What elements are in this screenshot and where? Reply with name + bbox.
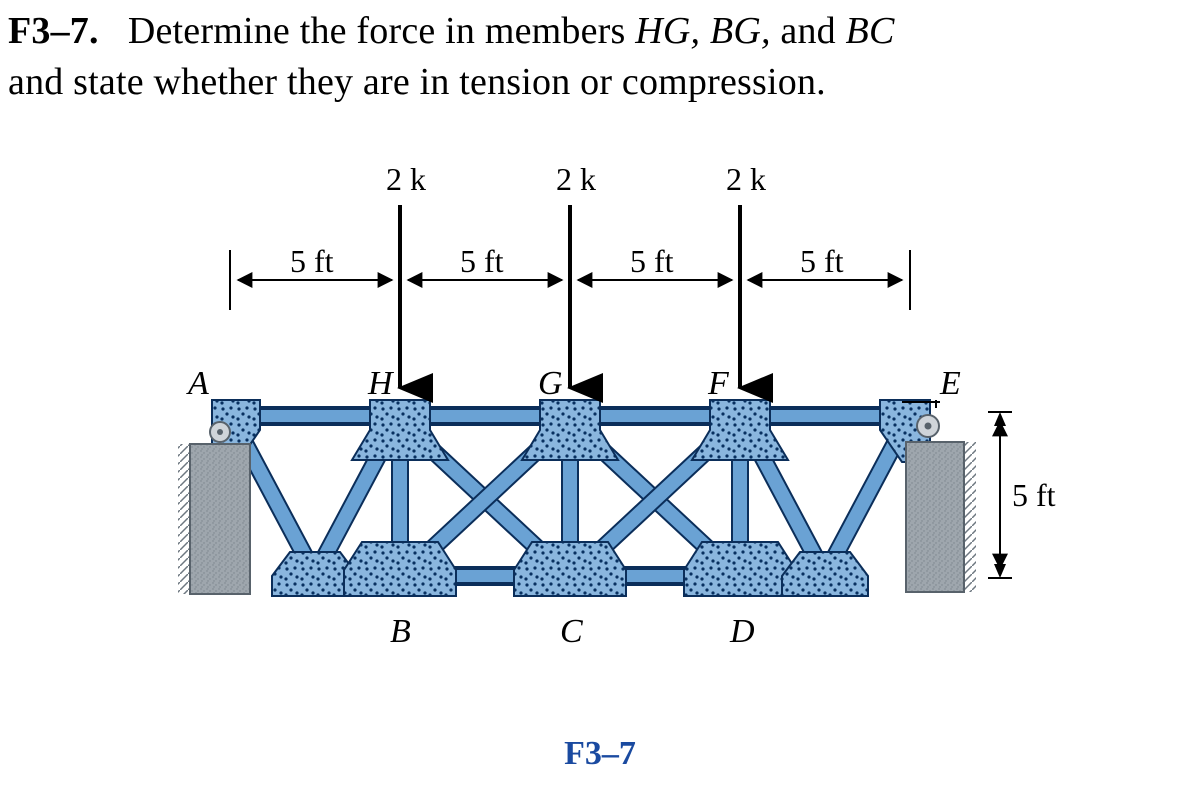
problem-line1-head: Determine the force in members xyxy=(128,10,635,52)
node-label-G: G xyxy=(538,365,563,402)
height-label: 5 ft xyxy=(1012,477,1056,513)
node-label-B: B xyxy=(390,613,411,650)
support-left-pin xyxy=(178,422,250,594)
node-label-A: A xyxy=(186,365,209,402)
node-label-H: H xyxy=(367,365,395,402)
load-label-1: 2 k xyxy=(386,161,426,197)
figure-caption: F3–7 xyxy=(140,735,1060,773)
height-dim xyxy=(988,412,1012,578)
problem-members1: HG, BG, xyxy=(635,10,770,52)
figure: 2 k 2 k 2 k 5 ft 5 ft 5 ft 5 ft 5 ft A H… xyxy=(140,150,1060,770)
span-label-1: 5 ft xyxy=(290,243,334,279)
truss-svg: 2 k 2 k 2 k 5 ft 5 ft 5 ft 5 ft 5 ft A H… xyxy=(140,150,1060,730)
node-label-D: D xyxy=(729,613,755,650)
load-label-3: 2 k xyxy=(726,161,766,197)
node-label-E: E xyxy=(939,365,961,402)
problem-members2: BC xyxy=(846,10,895,52)
problem-id: F3–7. xyxy=(8,10,99,52)
node-label-F: F xyxy=(707,365,730,402)
problem-line1-tail: and xyxy=(771,10,846,52)
problem-line2: and state whether they are in tension or… xyxy=(8,61,826,103)
span-label-2: 5 ft xyxy=(460,243,504,279)
span-label-3: 5 ft xyxy=(630,243,674,279)
load-label-2: 2 k xyxy=(556,161,596,197)
node-label-C: C xyxy=(560,613,583,650)
span-label-4: 5 ft xyxy=(800,243,844,279)
problem-statement: F3–7. Determine the force in members HG,… xyxy=(8,6,1200,109)
